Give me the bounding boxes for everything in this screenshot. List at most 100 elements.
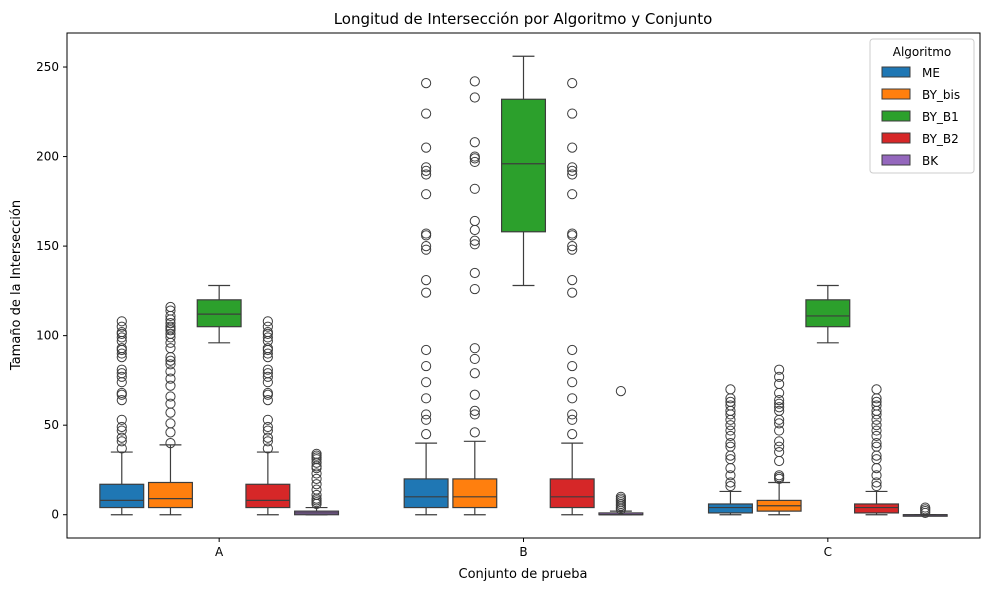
legend-item-ME: ME [881,66,940,80]
outlier-point [567,287,578,298]
outlier-point [725,420,736,431]
outlier-point [469,235,480,246]
outlier-point [165,318,176,329]
outlier-point [165,373,176,384]
outlier-point [469,183,480,194]
outlier-point [469,283,480,295]
outlier-point [871,430,882,442]
outlier-point [262,421,273,433]
outlier-point [567,228,578,239]
outlier-point [116,364,127,375]
iqr-box [452,478,498,509]
legend-label: BY_B1 [922,110,959,124]
iqr-box [805,299,851,328]
outlier-point [116,326,127,338]
legend-swatch [881,110,911,122]
outlier-point [725,430,736,442]
outlier-point [262,436,273,447]
outlier-point [469,389,480,400]
outlier-point [262,364,273,375]
outlier-point [421,228,432,239]
outlier-point [421,165,432,176]
y-tick-label: 200 [36,150,59,164]
outlier-point [262,332,273,343]
outlier-point [871,437,882,449]
box-BY_bis-B [452,76,498,516]
outlier-point [421,414,432,425]
box-BY_B1-B [500,55,547,287]
outlier-point [262,321,273,332]
outlier-point [469,368,480,379]
outlier-point [567,393,578,404]
outlier-point [871,477,882,488]
outlier-point [469,343,480,354]
box-BY_bis-C [756,364,802,516]
outlier-point [421,162,432,173]
outlier-point [567,108,578,119]
outlier-point [469,267,480,279]
outlier-point [774,378,785,390]
outlier-point [469,405,480,416]
outlier-point [116,343,127,354]
outlier-point [871,425,882,436]
legend-item-BY_B1: BY_B1 [881,110,959,124]
outlier-point [116,395,127,406]
outlier-point [262,432,273,443]
outlier-point [774,398,785,409]
outlier-point [774,405,785,416]
iqr-box [196,299,242,328]
outlier-point [311,489,322,501]
outlier-point [774,364,785,375]
outlier-point [116,432,127,443]
outlier-point [116,348,127,359]
outlier-point [116,332,127,343]
legend-swatch [881,88,911,100]
iqr-box [707,503,753,514]
outlier-point [116,371,127,382]
outlier-point [116,414,127,425]
outlier-point [262,371,273,382]
y-tick-label: 250 [36,60,59,74]
outlier-point [469,353,480,365]
outlier-point [725,477,736,488]
outlier-point [421,393,432,404]
y-tick-label: 150 [36,239,59,253]
outlier-point [469,151,480,162]
outlier-point [116,368,127,379]
outlier-point [567,189,578,200]
outlier-point [421,78,432,89]
iqr-box [99,483,145,509]
outlier-point [871,400,882,411]
outlier-point [116,436,127,447]
outlier-point [567,241,578,252]
box-BY_bis-A [147,301,193,516]
outlier-point [421,169,432,180]
box-ME-B [403,78,449,516]
outlier-point [725,437,736,449]
outlier-point [116,425,127,436]
legend-swatch [881,66,911,78]
outlier-point [165,418,176,429]
outlier-point [262,326,273,338]
outlier-point [567,142,578,153]
outlier-point [311,468,322,479]
outlier-point [567,78,578,89]
outlier-point [469,409,480,420]
outlier-point [725,425,736,436]
box-ME-A [99,316,145,516]
outlier-point [774,470,785,481]
outlier-point [116,443,127,454]
outlier-point [567,344,578,356]
box-BK-B [598,386,644,516]
legend-item-BY_bis: BY_bis [881,88,960,102]
outlier-point [469,239,480,250]
outlier-point [421,244,432,255]
outlier-point [871,454,882,465]
legend: Algoritmo ME BY_bis BY_B1 BY_B2 BK [869,38,975,174]
outlier-point [165,380,176,391]
outlier-point [421,429,432,440]
outlier-point [421,287,432,298]
outlier-point [311,473,322,485]
outlier-point [615,491,626,502]
